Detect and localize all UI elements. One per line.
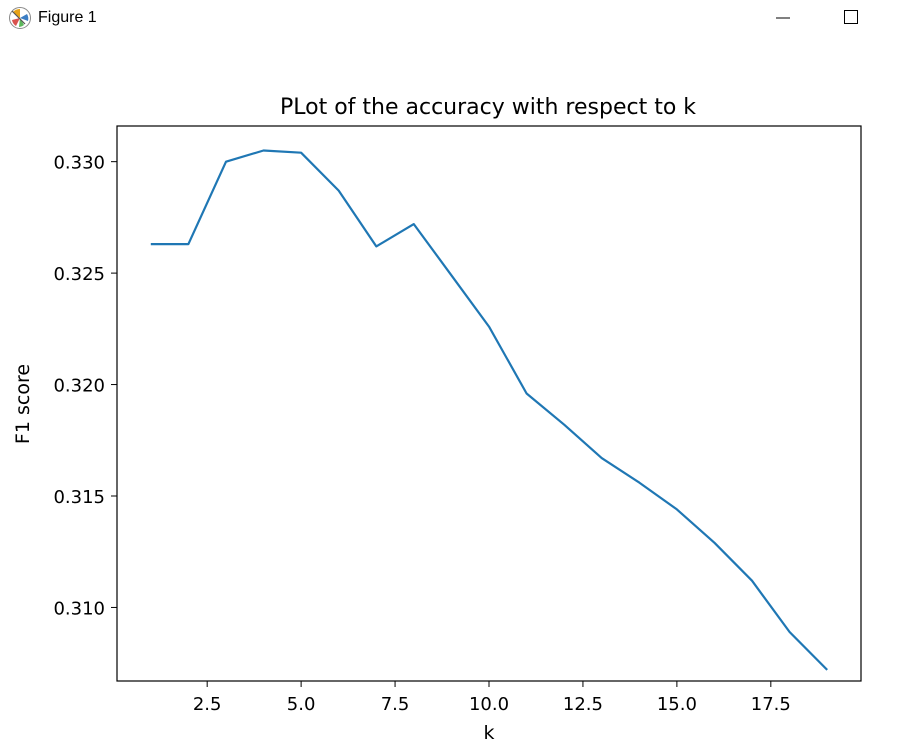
x-tick-label: 2.5 [193, 694, 222, 715]
x-axis: 2.5 5.0 7.5 10.0 12.5 15.0 17.5 [193, 681, 791, 715]
y-axis: 0.310 0.315 0.320 0.325 0.330 [53, 153, 117, 619]
maximize-icon [844, 10, 858, 24]
line-chart: PLot of the accuracy with respect to k 2… [12, 95, 862, 744]
x-tick-label: 15.0 [657, 694, 697, 715]
maximize-button[interactable] [834, 4, 868, 32]
axes-frame [116, 125, 862, 682]
y-tick-label: 0.320 [53, 376, 105, 397]
x-tick-label: 10.0 [469, 694, 509, 715]
minimize-button[interactable] [766, 4, 800, 32]
y-tick-label: 0.330 [53, 153, 105, 174]
title-bar[interactable]: Figure 1 [0, 0, 897, 36]
y-axis-label: F1 score [12, 364, 34, 444]
x-axis-label: k [483, 722, 494, 744]
y-tick-label: 0.325 [53, 264, 105, 285]
series-line [150, 149, 828, 671]
x-tick-label: 7.5 [381, 694, 410, 715]
window-title: Figure 1 [38, 9, 97, 26]
x-tick-label: 17.5 [751, 694, 791, 715]
minimize-icon [776, 17, 790, 19]
y-tick-label: 0.310 [53, 598, 105, 619]
matplotlib-figure-icon [9, 7, 31, 29]
x-tick-label: 5.0 [287, 694, 316, 715]
x-tick-label: 12.5 [563, 694, 603, 715]
y-tick-label: 0.315 [53, 487, 105, 508]
chart-title: PLot of the accuracy with respect to k [280, 95, 696, 120]
chart-area: PLot of the accuracy with respect to k 2… [0, 36, 897, 752]
